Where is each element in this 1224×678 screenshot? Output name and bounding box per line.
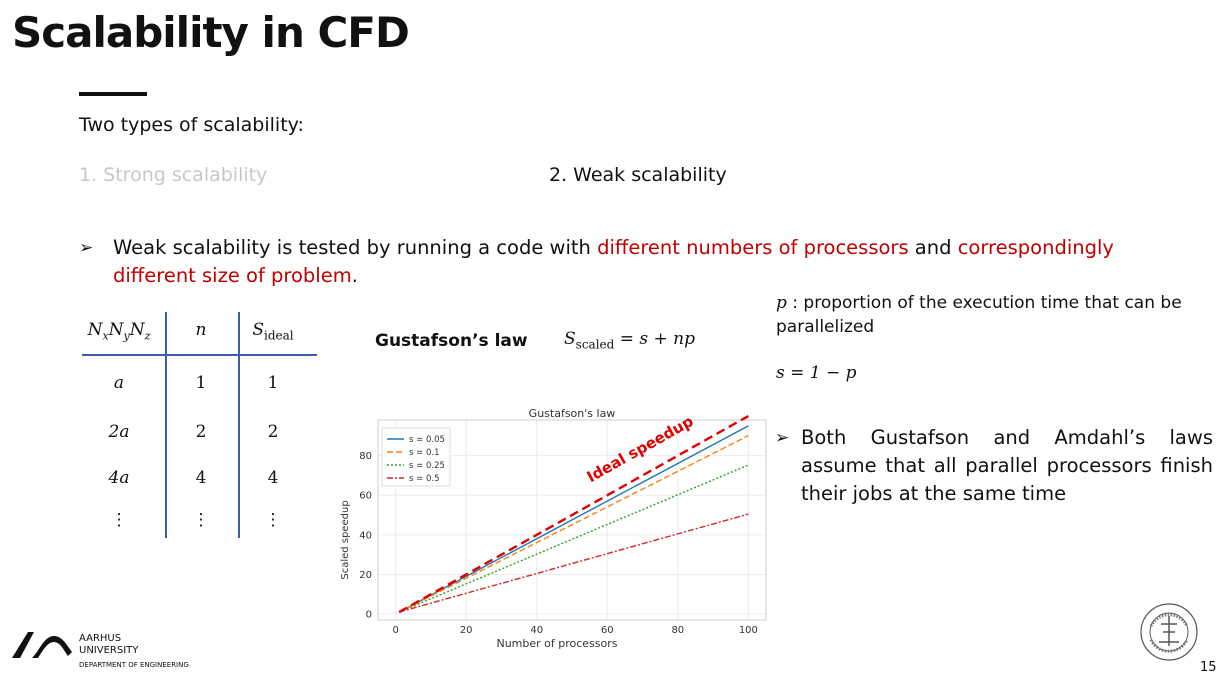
legend-label: s = 0.1 (409, 448, 439, 458)
table-cell: 1 (267, 373, 279, 393)
strong-scalability-label: 1. Strong scalability (79, 164, 268, 186)
university-name-line: AARHUS (79, 633, 122, 644)
bullet-arrow-icon: ➢ (79, 238, 94, 258)
y-tick-label: 60 (359, 491, 372, 502)
plot-frame (377, 419, 767, 621)
bullet-text-part: Weak scalability is tested by running a … (113, 236, 598, 259)
table-header-ideal-speedup: Sideal (252, 320, 294, 343)
bullet-highlight-problem-size: correspondingly different size of proble… (113, 236, 1114, 287)
series-line-3 (398, 513, 749, 613)
bullet-arrow-icon: ➢ (775, 428, 790, 448)
x-tick-label: 40 (530, 625, 543, 636)
p-definition-text: : proportion of the execution time that … (776, 293, 1182, 337)
y-tick-label: 20 (359, 570, 372, 581)
bullet-text-part: . (351, 264, 358, 287)
y-tick-label: 80 (359, 451, 372, 462)
table-cell: 2 (267, 422, 279, 442)
table-cell: 4 (267, 468, 279, 488)
laws-assumption-bullet: ➢ Both Gustafson and Amdahl’s laws assum… (775, 424, 1213, 508)
ideal-speedup-annotation: Ideal speedup (584, 412, 697, 486)
university-name-line: UNIVERSITY (79, 645, 139, 656)
ideal-speedup-line (398, 414, 749, 614)
legend-box (381, 427, 451, 487)
table-cell: ⋮ (264, 510, 282, 530)
university-seal-icon (1140, 603, 1198, 661)
table-header-rule (82, 354, 317, 356)
title-underline (79, 92, 147, 96)
table-cell: 4 (195, 468, 207, 488)
table-cell: 2 (195, 422, 207, 442)
x-tick-label: 20 (460, 625, 473, 636)
table-column-rule (238, 312, 240, 538)
series-line-1 (398, 435, 749, 613)
gustafson-chart: 0 20 40 60 80 100 0 20 40 60 80 Gustafson's law Numb… (340, 407, 767, 650)
p-symbol: p (776, 293, 787, 313)
page-number: 15 (1200, 660, 1217, 675)
series-line-2 (398, 464, 749, 613)
gustafson-formula: Sscaled = s + np (564, 329, 695, 352)
table-header-processors: n (195, 320, 207, 340)
x-axis-label: Number of processors (496, 637, 617, 650)
table-cell: ⋮ (192, 510, 210, 530)
y-axis-label: Scaled speedup (340, 500, 351, 579)
series-line-0 (398, 425, 749, 613)
legend-label: s = 0.05 (409, 435, 445, 445)
gustafson-law-label: Gustafson’s law (375, 331, 528, 351)
department-name: DEPARTMENT OF ENGINEERING (79, 661, 189, 669)
p-definition: p : proportion of the execution time tha… (776, 291, 1196, 339)
table-cell: 1 (195, 373, 207, 393)
legend-label: s = 0.5 (409, 474, 439, 484)
table-cell: 2a (108, 422, 130, 442)
table-cell: a (113, 373, 125, 393)
slide-title: Scalability in CFD (12, 8, 410, 57)
y-tick-label: 40 (359, 530, 372, 541)
table-cell: ⋮ (110, 510, 128, 530)
table-header-problem-size: NxNyNz (87, 320, 151, 343)
table-cell: 4a (108, 468, 130, 488)
scaling-table: NxNyNz n Sideal a 1 1 2a 2 2 4a 4 4 ⋮ ⋮ … (82, 312, 317, 538)
x-tick-label: 60 (601, 625, 614, 636)
s-equation: s = 1 − p (776, 363, 857, 383)
legend-label: s = 0.25 (409, 461, 445, 471)
bullet-text: Weak scalability is tested by running a … (113, 234, 1189, 290)
weak-scalability-bullet: ➢ Weak scalability is tested by running … (79, 234, 1189, 290)
bullet-highlight-processors: different numbers of processors (597, 236, 909, 259)
bullet-text-part: and (908, 236, 958, 259)
x-tick-label: 0 (392, 625, 398, 636)
x-tick-label: 80 (671, 625, 684, 636)
aarhus-university-logo-icon (12, 632, 72, 658)
weak-scalability-label: 2. Weak scalability (549, 164, 727, 186)
table-column-rule (165, 312, 167, 538)
y-tick-label: 0 (366, 610, 372, 621)
chart-title: Gustafson's law (529, 407, 616, 420)
bullet-text: Both Gustafson and Amdahl’s laws assume … (801, 426, 1213, 505)
x-tick-label: 100 (739, 625, 758, 636)
intro-text: Two types of scalability: (79, 114, 304, 136)
university-name: AARHUS UNIVERSITY (79, 633, 138, 657)
